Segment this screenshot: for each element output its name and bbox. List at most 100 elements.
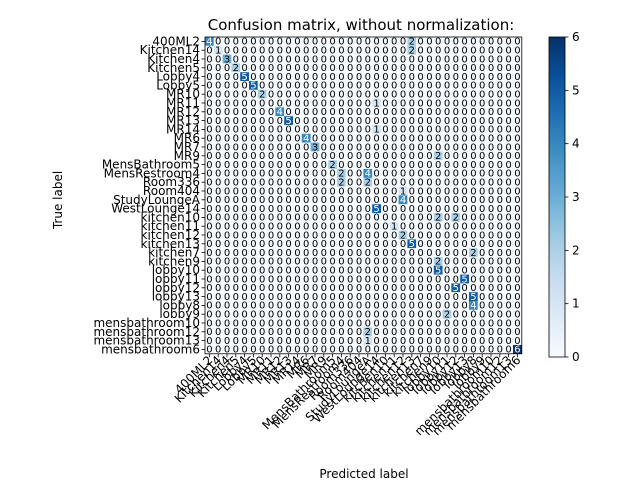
heatmap-cell [222, 160, 232, 170]
heatmap-cell [477, 195, 487, 205]
heatmap-cell [381, 318, 390, 328]
cell-value-label: 0 [514, 54, 520, 65]
cell-value-label: 0 [470, 345, 476, 356]
cell-value-label: 0 [268, 345, 274, 356]
cell-value-label: 0 [321, 310, 327, 321]
cell-value-label: 0 [514, 46, 520, 57]
cell-value-label: 0 [461, 178, 467, 189]
cell-value-label: 0 [356, 266, 362, 277]
heatmap-cell [319, 160, 329, 170]
cell-value-label: 0 [206, 116, 212, 127]
cell-value-label: 0 [435, 125, 441, 136]
cell-value-label: 0 [400, 345, 406, 356]
heatmap-cell [442, 98, 452, 108]
cell-value-label: 0 [505, 336, 511, 347]
heatmap-cell [433, 45, 443, 55]
cell-value-label: 0 [453, 63, 459, 74]
heatmap-cell [240, 221, 250, 231]
heatmap-cell [504, 63, 514, 73]
heatmap-cell [398, 89, 408, 99]
cell-value-label: 0 [417, 222, 423, 233]
heatmap-cell [416, 204, 426, 214]
heatmap-cell [354, 116, 364, 126]
heatmap-cell [328, 248, 338, 258]
cell-value-label: 0 [426, 318, 432, 329]
cell-value-label: 0 [347, 318, 353, 329]
heatmap-cell [460, 116, 470, 126]
heatmap-cell [425, 45, 434, 55]
cell-value-label: 0 [329, 301, 335, 312]
heatmap-cell [460, 239, 470, 249]
heatmap-cell [213, 89, 223, 99]
heatmap-cell [275, 345, 285, 354]
heatmap-cell [407, 160, 417, 170]
heatmap-cell [328, 292, 338, 302]
cell-value-label: 0 [444, 239, 450, 250]
heatmap-cell [372, 221, 382, 231]
heatmap-cell [231, 239, 241, 249]
heatmap-cell [328, 54, 338, 64]
heatmap-cell [231, 265, 241, 275]
cell-value-label: 0 [409, 222, 415, 233]
heatmap-cell [407, 116, 417, 126]
cell-value-label: 0 [329, 63, 335, 74]
matrix-grid: 4 0 0 0 0 0 0 0 0 0 0 0 0 0 0 0 0 0 0 0 0 0 0 2 0 0 0 0 0 0 0 0 0 0 0 00 1 0 0… [204, 36, 523, 356]
heatmap-cell [213, 336, 223, 346]
cell-value-label: 2 [409, 46, 415, 57]
cell-value-label: 0 [365, 37, 371, 48]
heatmap-cell [301, 318, 311, 328]
cell-value-label: 0 [321, 195, 327, 206]
cell-value-label: 0 [453, 204, 459, 215]
cell-value-label: 0 [224, 169, 230, 180]
heatmap-cell [337, 327, 346, 337]
cell-value-label: 0 [329, 327, 335, 338]
heatmap-cell [275, 301, 285, 310]
heatmap-cell [513, 265, 522, 275]
heatmap-cell [416, 72, 426, 82]
cell-value-label: 0 [338, 222, 344, 233]
heatmap-cell [363, 345, 373, 354]
cell-value-label: 0 [417, 107, 423, 118]
heatmap-cell [469, 37, 478, 46]
heatmap-cell [504, 37, 514, 46]
heatmap-cell [213, 345, 223, 354]
heatmap-cell [425, 98, 434, 108]
heatmap-cell [477, 142, 487, 152]
heatmap-cell [425, 160, 434, 170]
cell-value-label: 0 [470, 239, 476, 250]
heatmap-cell [469, 72, 478, 82]
heatmap-cell [381, 177, 390, 187]
heatmap-cell [442, 257, 452, 266]
heatmap-cell [345, 327, 355, 337]
heatmap-cell [354, 169, 364, 178]
heatmap-cell [345, 89, 355, 99]
heatmap-cell [425, 345, 434, 354]
cell-value-label: 0 [373, 63, 379, 74]
heatmap-cell [249, 309, 258, 319]
heatmap-cell [275, 98, 285, 108]
cell-value-label: 0 [338, 63, 344, 74]
cell-value-label: 0 [497, 327, 503, 338]
heatmap-cell [363, 309, 373, 319]
cell-value-label: 0 [417, 318, 423, 329]
heatmap-cell [486, 318, 496, 328]
heatmap-cell [240, 45, 250, 55]
heatmap-cell [442, 309, 452, 319]
heatmap-cell [328, 327, 338, 337]
heatmap-cell [407, 213, 417, 222]
heatmap-cell [249, 133, 258, 143]
cell-value-label: 0 [409, 310, 415, 321]
heatmap-cell [249, 89, 258, 99]
heatmap-cell [284, 151, 294, 161]
heatmap-cell [240, 345, 250, 354]
cell-value-label: 0 [417, 134, 423, 145]
cell-value-label: 0 [329, 54, 335, 65]
heatmap-cell [398, 98, 408, 108]
heatmap-cell [354, 221, 364, 231]
cell-value-label: 0 [470, 107, 476, 118]
heatmap-cell [477, 283, 487, 293]
heatmap-cell [284, 327, 294, 337]
heatmap-cell [249, 63, 258, 73]
heatmap-cell [442, 37, 452, 46]
cell-value-label: 6 [514, 345, 520, 356]
